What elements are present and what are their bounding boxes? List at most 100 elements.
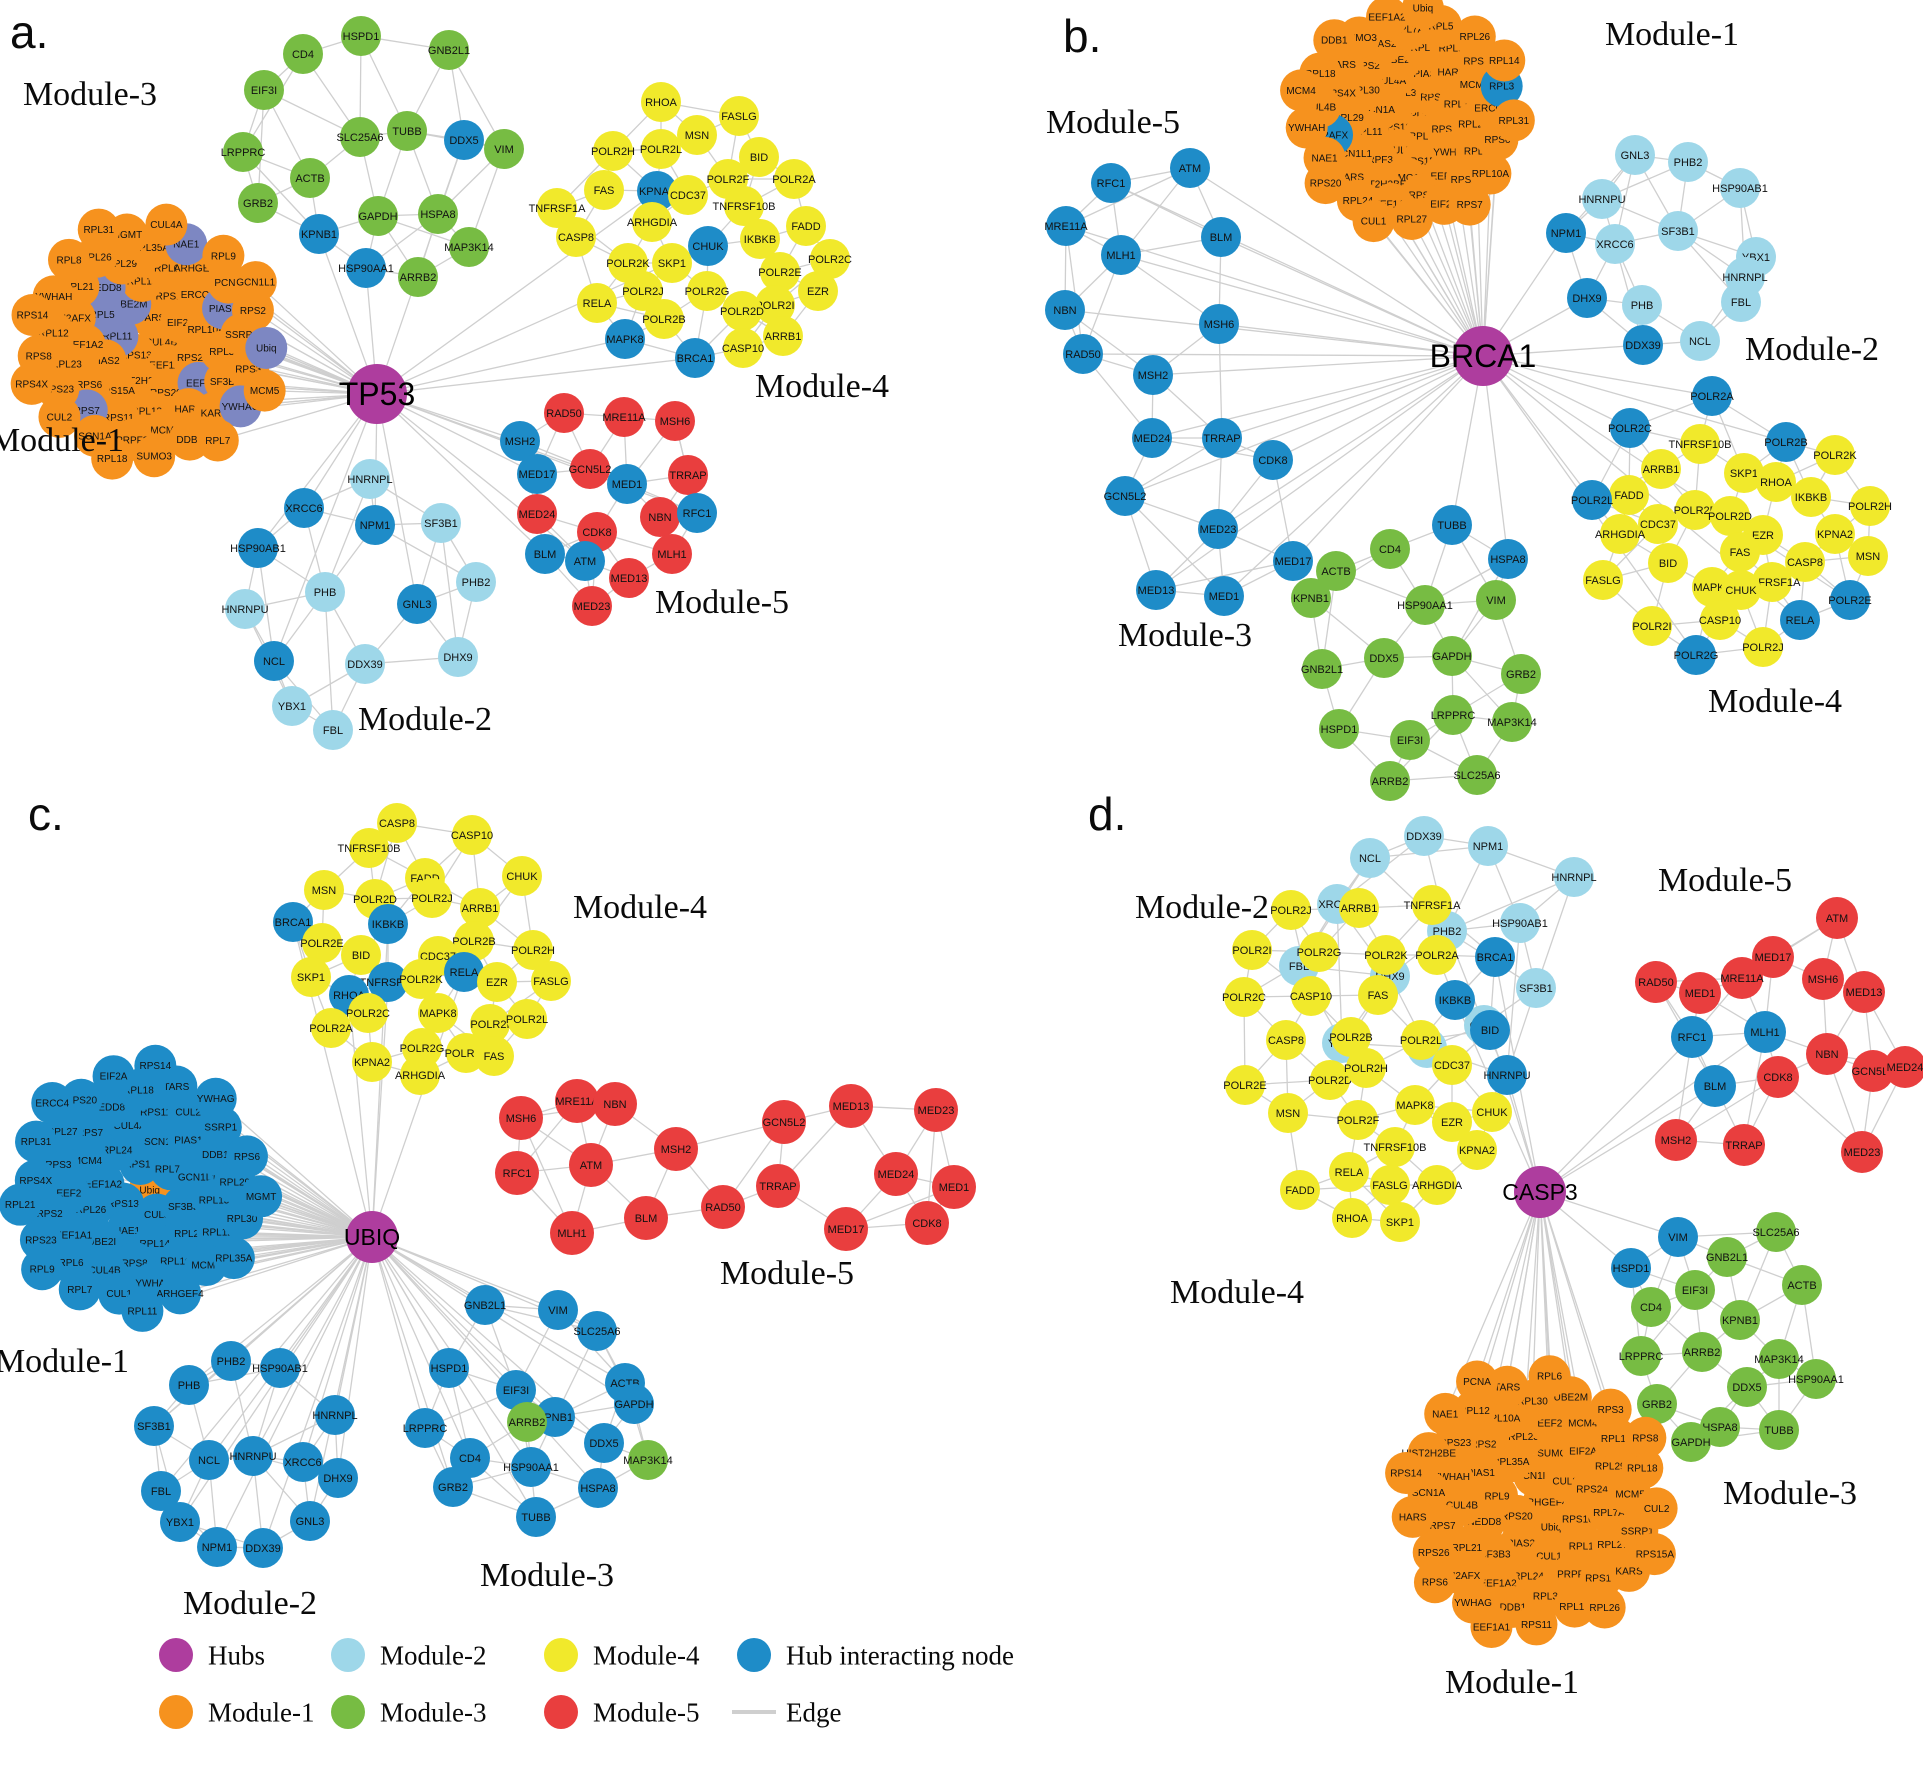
gene-node (1271, 890, 1311, 930)
gene-node-label: DHX9 (1572, 293, 1601, 305)
gene-node (1682, 1332, 1722, 1372)
gene-node (202, 234, 245, 277)
hub-edge (371, 1236, 559, 1311)
gene-node (1635, 961, 1677, 1003)
hub-edge (1539, 1036, 1693, 1193)
gene-node (1595, 224, 1635, 264)
legend-swatch-module-4 (544, 1638, 578, 1672)
gene-node-label: RPL18 (123, 1086, 154, 1097)
gene-node-label: POLR2G (400, 1043, 445, 1055)
gene-node (311, 1008, 351, 1048)
gene-node (31, 1082, 74, 1125)
gene-node (290, 158, 330, 198)
gene-node (38, 395, 81, 438)
gene-node-label: ARRB1 (1341, 903, 1378, 915)
gene-node (1404, 816, 1444, 856)
hub-edge (1292, 355, 1484, 562)
gene-node-label: Ubiq (1541, 1522, 1562, 1533)
gene-node (429, 30, 469, 70)
gene-node (1313, 19, 1356, 62)
gene-node-label: RELA (450, 967, 479, 979)
edge (324, 478, 371, 593)
gene-node-label: RPS16 (1562, 1514, 1594, 1525)
gene-node-label: BID (1481, 1025, 1499, 1037)
gene-node (1304, 162, 1347, 205)
gene-node-label: KPNA2 (1459, 1145, 1495, 1157)
gene-node-label: EEF1A2 (66, 340, 104, 351)
gene-node-label: RPL35A (1492, 1457, 1530, 1468)
gene-node-label: RPS7 (77, 1128, 104, 1139)
gene-node-label: RPL23 (1508, 1432, 1539, 1443)
gene-node-label: RPL27 (1597, 1540, 1628, 1551)
gene-node (1365, 0, 1408, 39)
gene-node (1641, 449, 1681, 489)
gene-node-label: ARRB2 (1372, 776, 1409, 788)
gene-node-label: RPS20 (65, 1095, 97, 1106)
gene-node-label: RPL10A (1483, 1413, 1521, 1424)
panel-letter: a. (10, 6, 48, 58)
gene-node (291, 957, 331, 997)
gene-node-label: CASP8 (1787, 557, 1823, 569)
gene-node-label: SKP1 (1386, 1217, 1414, 1229)
gene-node (477, 962, 517, 1002)
gene-node-label: LRPPRC (403, 1423, 448, 1435)
gene-node-label: MED24 (878, 1169, 915, 1181)
gene-node (1412, 885, 1452, 925)
hub-edge (376, 190, 658, 395)
gene-node-label: RPS13 (1585, 1573, 1617, 1584)
gene-node-label: RPL5 (90, 310, 115, 321)
gene-node (1638, 504, 1678, 544)
gene-node (1796, 1359, 1836, 1399)
gene-node-label: EZR (1752, 530, 1774, 542)
gene-node (449, 227, 489, 267)
gene-node-label: GCN1L1 (1515, 1471, 1554, 1482)
gene-node (655, 401, 695, 441)
gene-node-label: UBE2M (1384, 55, 1418, 66)
gene-node (260, 1348, 300, 1388)
legend-label: Edge (786, 1697, 841, 1727)
gene-node-label: SF3B3 (1480, 1550, 1511, 1561)
gene-node (1385, 1452, 1428, 1495)
hub-edge (348, 994, 373, 1238)
gene-node (225, 589, 265, 629)
gene-node-label: BLM (1704, 1081, 1727, 1093)
gene-node-label: RAD50 (705, 1202, 740, 1214)
gene-node (1633, 1533, 1676, 1576)
gene-node-label: MRE11A (555, 1096, 599, 1108)
gene-node (1676, 635, 1716, 675)
gene-node-label: RPL14 (140, 1239, 171, 1250)
gene-node-label: POLR2D (720, 306, 764, 318)
gene-node-label: YWHAG (197, 1094, 235, 1105)
gene-node-label: PIAS1 (1467, 1468, 1496, 1479)
gene-node-label: YWHAH (35, 292, 72, 303)
gene-node-label: TNFRSF1A (529, 203, 587, 215)
hub-edge (376, 245, 709, 395)
gene-node (609, 558, 649, 598)
gene-node-label: HNRNPU (221, 604, 268, 616)
gene-node-label: NAE1 (1311, 153, 1338, 164)
panel-letter: d. (1088, 788, 1126, 840)
gene-node-label: CDC37 (1434, 1060, 1470, 1072)
gene-node (1405, 585, 1445, 625)
gene-node-label: CASP8 (558, 232, 594, 244)
module-module-2: PHB2 HSP90AB1 PHB HNRNPL SF3B1 NCL HNRNPU XRCC6… (134, 1341, 358, 1568)
gene-node (145, 203, 188, 246)
gene-node (1358, 975, 1398, 1015)
gene-node (1063, 334, 1103, 374)
gene-node-label: RPS11 (1521, 1620, 1552, 1631)
gene-node (1457, 1130, 1497, 1170)
gene-node-label: EIF3I (1682, 1285, 1708, 1297)
gene-node-label: TRRAP (669, 470, 706, 482)
gene-node (1198, 509, 1238, 549)
gene-node-label: KARS (1337, 173, 1365, 184)
gene-node-label: FASLG (1372, 1180, 1407, 1192)
gene-node-label: RPL31 (83, 225, 114, 236)
gene-node-label: HNRNPL (312, 1410, 357, 1422)
gene-node-label: GNB2L1 (464, 1300, 506, 1312)
gene-node-label: MSH2 (505, 436, 536, 448)
gene-node (1841, 1131, 1883, 1173)
gene-node (654, 1127, 698, 1171)
gene-node-label: CHUK (1476, 1107, 1508, 1119)
gene-node (1101, 235, 1141, 275)
